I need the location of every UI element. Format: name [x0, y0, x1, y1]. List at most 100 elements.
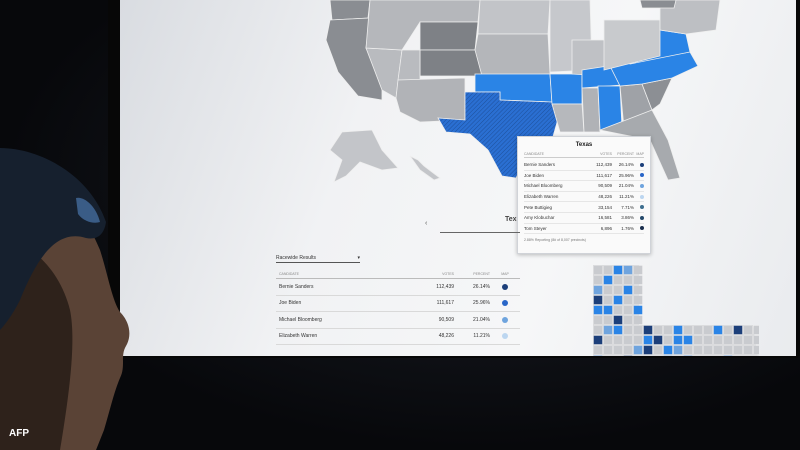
county-cell[interactable] [613, 285, 623, 295]
county-cell[interactable] [743, 355, 753, 357]
county-cell[interactable] [713, 345, 723, 355]
county-cell[interactable] [663, 355, 673, 357]
state-west-virginia[interactable] [639, 0, 677, 9]
state-arkansas[interactable] [549, 73, 583, 105]
county-cell[interactable] [693, 355, 703, 357]
popup-map-toggle[interactable] [634, 183, 644, 188]
county-cell[interactable] [593, 335, 603, 345]
county-cell[interactable] [623, 325, 633, 335]
county-cell[interactable] [653, 345, 663, 355]
county-cell[interactable] [743, 345, 753, 355]
county-cell[interactable] [613, 265, 623, 275]
county-cell[interactable] [723, 355, 733, 357]
popup-map-toggle[interactable] [634, 205, 644, 210]
state-ohio-valley[interactable] [603, 19, 661, 71]
county-cell[interactable] [623, 335, 633, 345]
county-cell[interactable] [633, 275, 643, 285]
county-cell[interactable] [663, 345, 673, 355]
state-louisiana[interactable] [551, 103, 585, 133]
state-florida[interactable] [598, 109, 681, 181]
county-cell[interactable] [613, 295, 623, 305]
county-cell[interactable] [623, 345, 633, 355]
county-cell[interactable] [653, 325, 663, 335]
popup-map-toggle[interactable] [634, 215, 644, 220]
county-cell[interactable] [723, 335, 733, 345]
county-cell[interactable] [673, 355, 683, 357]
county-cell[interactable] [653, 355, 663, 357]
county-cell[interactable] [633, 345, 643, 355]
county-cell[interactable] [683, 345, 693, 355]
county-cell[interactable] [633, 265, 643, 275]
state-hawaii[interactable] [409, 155, 441, 181]
county-cell[interactable] [703, 325, 713, 335]
county-cell[interactable] [643, 325, 653, 335]
county-cell[interactable] [613, 325, 623, 335]
county-cell[interactable] [613, 345, 623, 355]
county-cell[interactable] [713, 355, 723, 357]
county-cell[interactable] [633, 285, 643, 295]
county-cell[interactable] [733, 335, 743, 345]
county-cell[interactable] [733, 355, 743, 357]
county-cell[interactable] [593, 275, 603, 285]
results-dropdown[interactable]: Racewide Results ▾ [276, 255, 360, 263]
results-map-toggle[interactable] [490, 283, 520, 290]
county-cell[interactable] [623, 295, 633, 305]
state-tab[interactable]: Tex [505, 216, 517, 223]
county-cell[interactable] [713, 335, 723, 345]
county-cell[interactable] [603, 345, 613, 355]
state-alaska[interactable] [329, 129, 399, 183]
county-cell[interactable] [613, 355, 623, 357]
county-cell[interactable] [633, 315, 643, 325]
county-cell[interactable] [623, 265, 633, 275]
county-cell[interactable] [593, 315, 603, 325]
county-cell[interactable] [663, 325, 673, 335]
popup-map-toggle[interactable] [634, 162, 644, 167]
county-cell[interactable] [633, 335, 643, 345]
county-cell[interactable] [653, 335, 663, 345]
county-cell[interactable] [613, 315, 623, 325]
county-cell[interactable] [683, 335, 693, 345]
county-cell[interactable] [603, 285, 613, 295]
county-cell[interactable] [603, 315, 613, 325]
county-cell[interactable] [753, 355, 760, 357]
state-utah[interactable] [397, 49, 421, 81]
county-cell[interactable] [693, 325, 703, 335]
county-cell[interactable] [633, 325, 643, 335]
county-cell[interactable] [643, 355, 653, 357]
county-cell[interactable] [703, 335, 713, 345]
county-cell[interactable] [683, 325, 693, 335]
county-cell[interactable] [593, 305, 603, 315]
state-dakotas[interactable] [477, 0, 551, 35]
county-cell[interactable] [673, 345, 683, 355]
results-map-toggle[interactable] [490, 300, 520, 307]
county-cell[interactable] [603, 335, 613, 345]
county-cell[interactable] [723, 325, 733, 335]
county-cell[interactable] [593, 265, 603, 275]
county-cell[interactable] [703, 355, 713, 357]
county-cell[interactable] [693, 345, 703, 355]
county-cell[interactable] [613, 275, 623, 285]
county-cell[interactable] [603, 295, 613, 305]
county-cell[interactable] [613, 305, 623, 315]
county-cell[interactable] [673, 335, 683, 345]
chevron-left-icon[interactable]: ‹ [425, 220, 428, 227]
state-mississippi[interactable] [581, 87, 601, 133]
popup-map-toggle[interactable] [634, 226, 644, 231]
county-cell[interactable] [663, 335, 673, 345]
county-cell[interactable] [753, 335, 760, 345]
county-cell[interactable] [623, 355, 633, 357]
county-cell[interactable] [633, 305, 643, 315]
results-map-toggle[interactable] [490, 316, 520, 323]
county-cell[interactable] [633, 355, 643, 357]
state-northeast[interactable] [659, 0, 721, 35]
county-cell[interactable] [593, 325, 603, 335]
county-cell[interactable] [593, 345, 603, 355]
county-cell[interactable] [713, 325, 723, 335]
county-cell[interactable] [593, 355, 603, 357]
county-cell[interactable] [723, 345, 733, 355]
state-arizona-newmexico[interactable] [395, 77, 466, 123]
state-washington[interactable] [329, 0, 371, 21]
county-cell[interactable] [753, 345, 760, 355]
county-cell[interactable] [643, 335, 653, 345]
county-cell[interactable] [603, 305, 613, 315]
